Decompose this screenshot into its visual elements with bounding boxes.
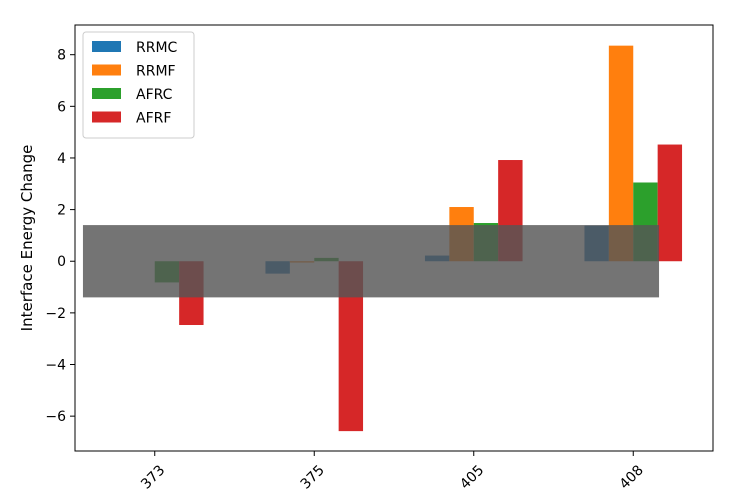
legend-label-afrf: AFRF: [136, 111, 171, 127]
legend-label-afrc: AFRC: [136, 87, 173, 103]
legend-swatch-afrc: [92, 88, 121, 99]
plot-frame: [74, 24, 714, 452]
legend-label-rrmf: RRMF: [136, 64, 176, 80]
threshold-band: [82, 225, 660, 298]
y-tick-label: −4: [45, 358, 66, 374]
y-tick-label: −2: [45, 306, 66, 322]
legend-label-rrmc: RRMC: [136, 40, 178, 56]
x-tick-label: 405: [457, 462, 487, 492]
y-tick-label: 8: [57, 48, 66, 64]
y-tick-label: −6: [45, 409, 66, 425]
y-tick-label: 0: [57, 254, 66, 270]
legend: RRMC RRMF AFRC AFRF: [82, 31, 195, 139]
x-tick-label: 373: [138, 462, 168, 492]
x-tick-label: 408: [617, 462, 647, 492]
x-axis: 373 375 405 408: [138, 451, 647, 493]
y-tick-label: 6: [57, 99, 66, 115]
legend-swatch-rrmc: [92, 41, 121, 52]
y-axis: −6 −4 −2 0 2 4 6 8: [45, 48, 75, 425]
legend-swatch-rrmf: [92, 64, 121, 76]
y-tick-label: 2: [57, 203, 66, 219]
y-axis-label: Interface Energy Change: [18, 145, 36, 332]
legend-swatch-afrf: [92, 111, 121, 123]
x-tick-label: 375: [298, 462, 328, 492]
y-tick-label: 4: [57, 151, 66, 167]
bar-afrf-408: [657, 144, 683, 262]
